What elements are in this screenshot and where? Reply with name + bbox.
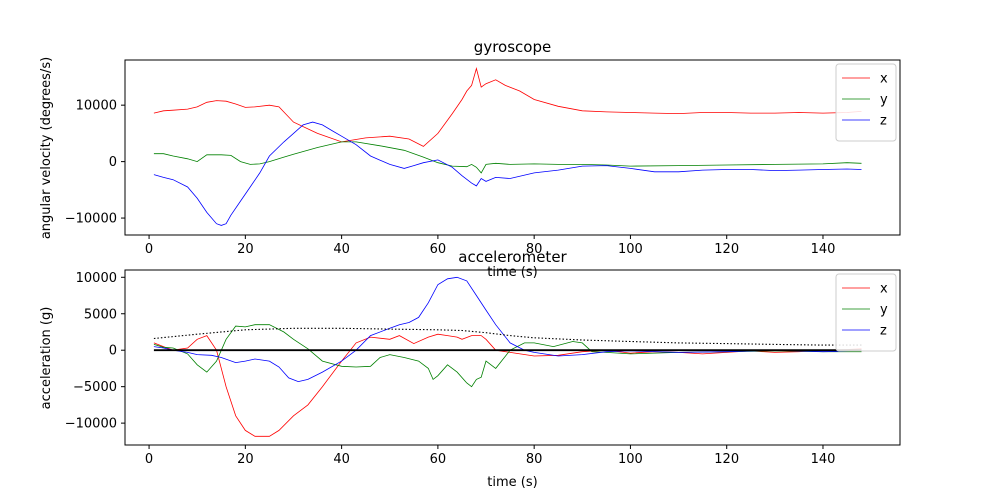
gyroscope-xtick-label: 100: [618, 242, 643, 257]
gyroscope-ytick-label: −10000: [65, 212, 117, 227]
gyroscope-series-x: [153, 66, 862, 147]
accelerometer-xtick-label: 120: [714, 452, 739, 467]
gyroscope-xlabel: time (s): [487, 265, 537, 280]
gyroscope-chart: gyroscope angular velocity (degrees/s) 0…: [39, 38, 901, 257]
gyroscope-legend: xyz: [835, 63, 897, 142]
accelerometer-series-z: [153, 276, 862, 383]
accelerometer-ytick-label: 0: [109, 344, 117, 359]
gyroscope-xtick-label: 40: [333, 242, 350, 257]
gyroscope-legend-label-z: z: [880, 114, 887, 129]
gyroscope-xtick-label: 60: [430, 242, 447, 257]
accelerometer-chart: acceleration (g) 0 20 40 60 80 100 120 140 −1000…: [39, 269, 901, 490]
accelerometer-ylabel: acceleration (g): [39, 307, 54, 410]
accelerometer-ytick-label: −5000: [73, 380, 117, 395]
accelerometer-xtick-label: 140: [811, 452, 836, 467]
gyroscope-ytick-label: 0: [109, 155, 117, 170]
accelerometer-title: accelerometer: [458, 248, 567, 266]
gyroscope-xtick-label: 20: [237, 242, 254, 257]
accelerometer-series-y: [153, 324, 862, 388]
gyroscope-series-z: [153, 121, 862, 226]
accelerometer-xtick-label: 80: [526, 452, 543, 467]
gyroscope-series-y: [153, 141, 862, 174]
accelerometer-xtick-label: 40: [333, 452, 350, 467]
accelerometer-xtick-label: 20: [237, 452, 254, 467]
gyroscope-xtick-label: 120: [714, 242, 739, 257]
accelerometer-ytick-label: 5000: [84, 307, 117, 322]
gyroscope-xtick-label: 0: [145, 242, 153, 257]
accelerometer-xtick-label: 0: [145, 452, 153, 467]
accelerometer-series-dotted: [153, 327, 862, 346]
gyroscope-ytick-label: 10000: [76, 99, 117, 114]
gyroscope-legend-label-x: x: [880, 72, 888, 87]
accelerometer-legend: xyz: [835, 273, 897, 352]
gyroscope-plot-area: 0 20 40 60 80 100 120 140 −10000 0 10000 xyz: [65, 59, 901, 257]
gyroscope-ylabel: angular velocity (degrees/s): [39, 57, 54, 239]
accelerometer-ytick-label: 10000: [76, 271, 117, 286]
accelerometer-legend-box: [835, 273, 897, 352]
accelerometer-axes-frame: [124, 269, 901, 446]
gyroscope-title: gyroscope: [474, 38, 551, 56]
accelerometer-legend-label-y: y: [880, 303, 888, 318]
gyroscope-legend-box: [835, 63, 897, 142]
accelerometer-xtick-label: 100: [618, 452, 643, 467]
gyroscope-xtick-label: 80: [526, 242, 543, 257]
accelerometer-legend-label-x: x: [880, 282, 888, 297]
accelerometer-series-x: [153, 333, 862, 437]
accelerometer-plot-area: 0 20 40 60 80 100 120 140 −10000 −5000 0 5000 10000 x…: [65, 269, 901, 467]
accelerometer-ytick-label: −10000: [65, 417, 117, 432]
gyroscope-xtick-label: 140: [811, 242, 836, 257]
gyroscope-legend-label-y: y: [880, 93, 888, 108]
accelerometer-xlabel: time (s): [487, 475, 537, 490]
gyroscope-axes-frame: [124, 59, 901, 236]
accelerometer-legend-label-z: z: [880, 324, 887, 339]
accelerometer-xtick-label: 60: [430, 452, 447, 467]
